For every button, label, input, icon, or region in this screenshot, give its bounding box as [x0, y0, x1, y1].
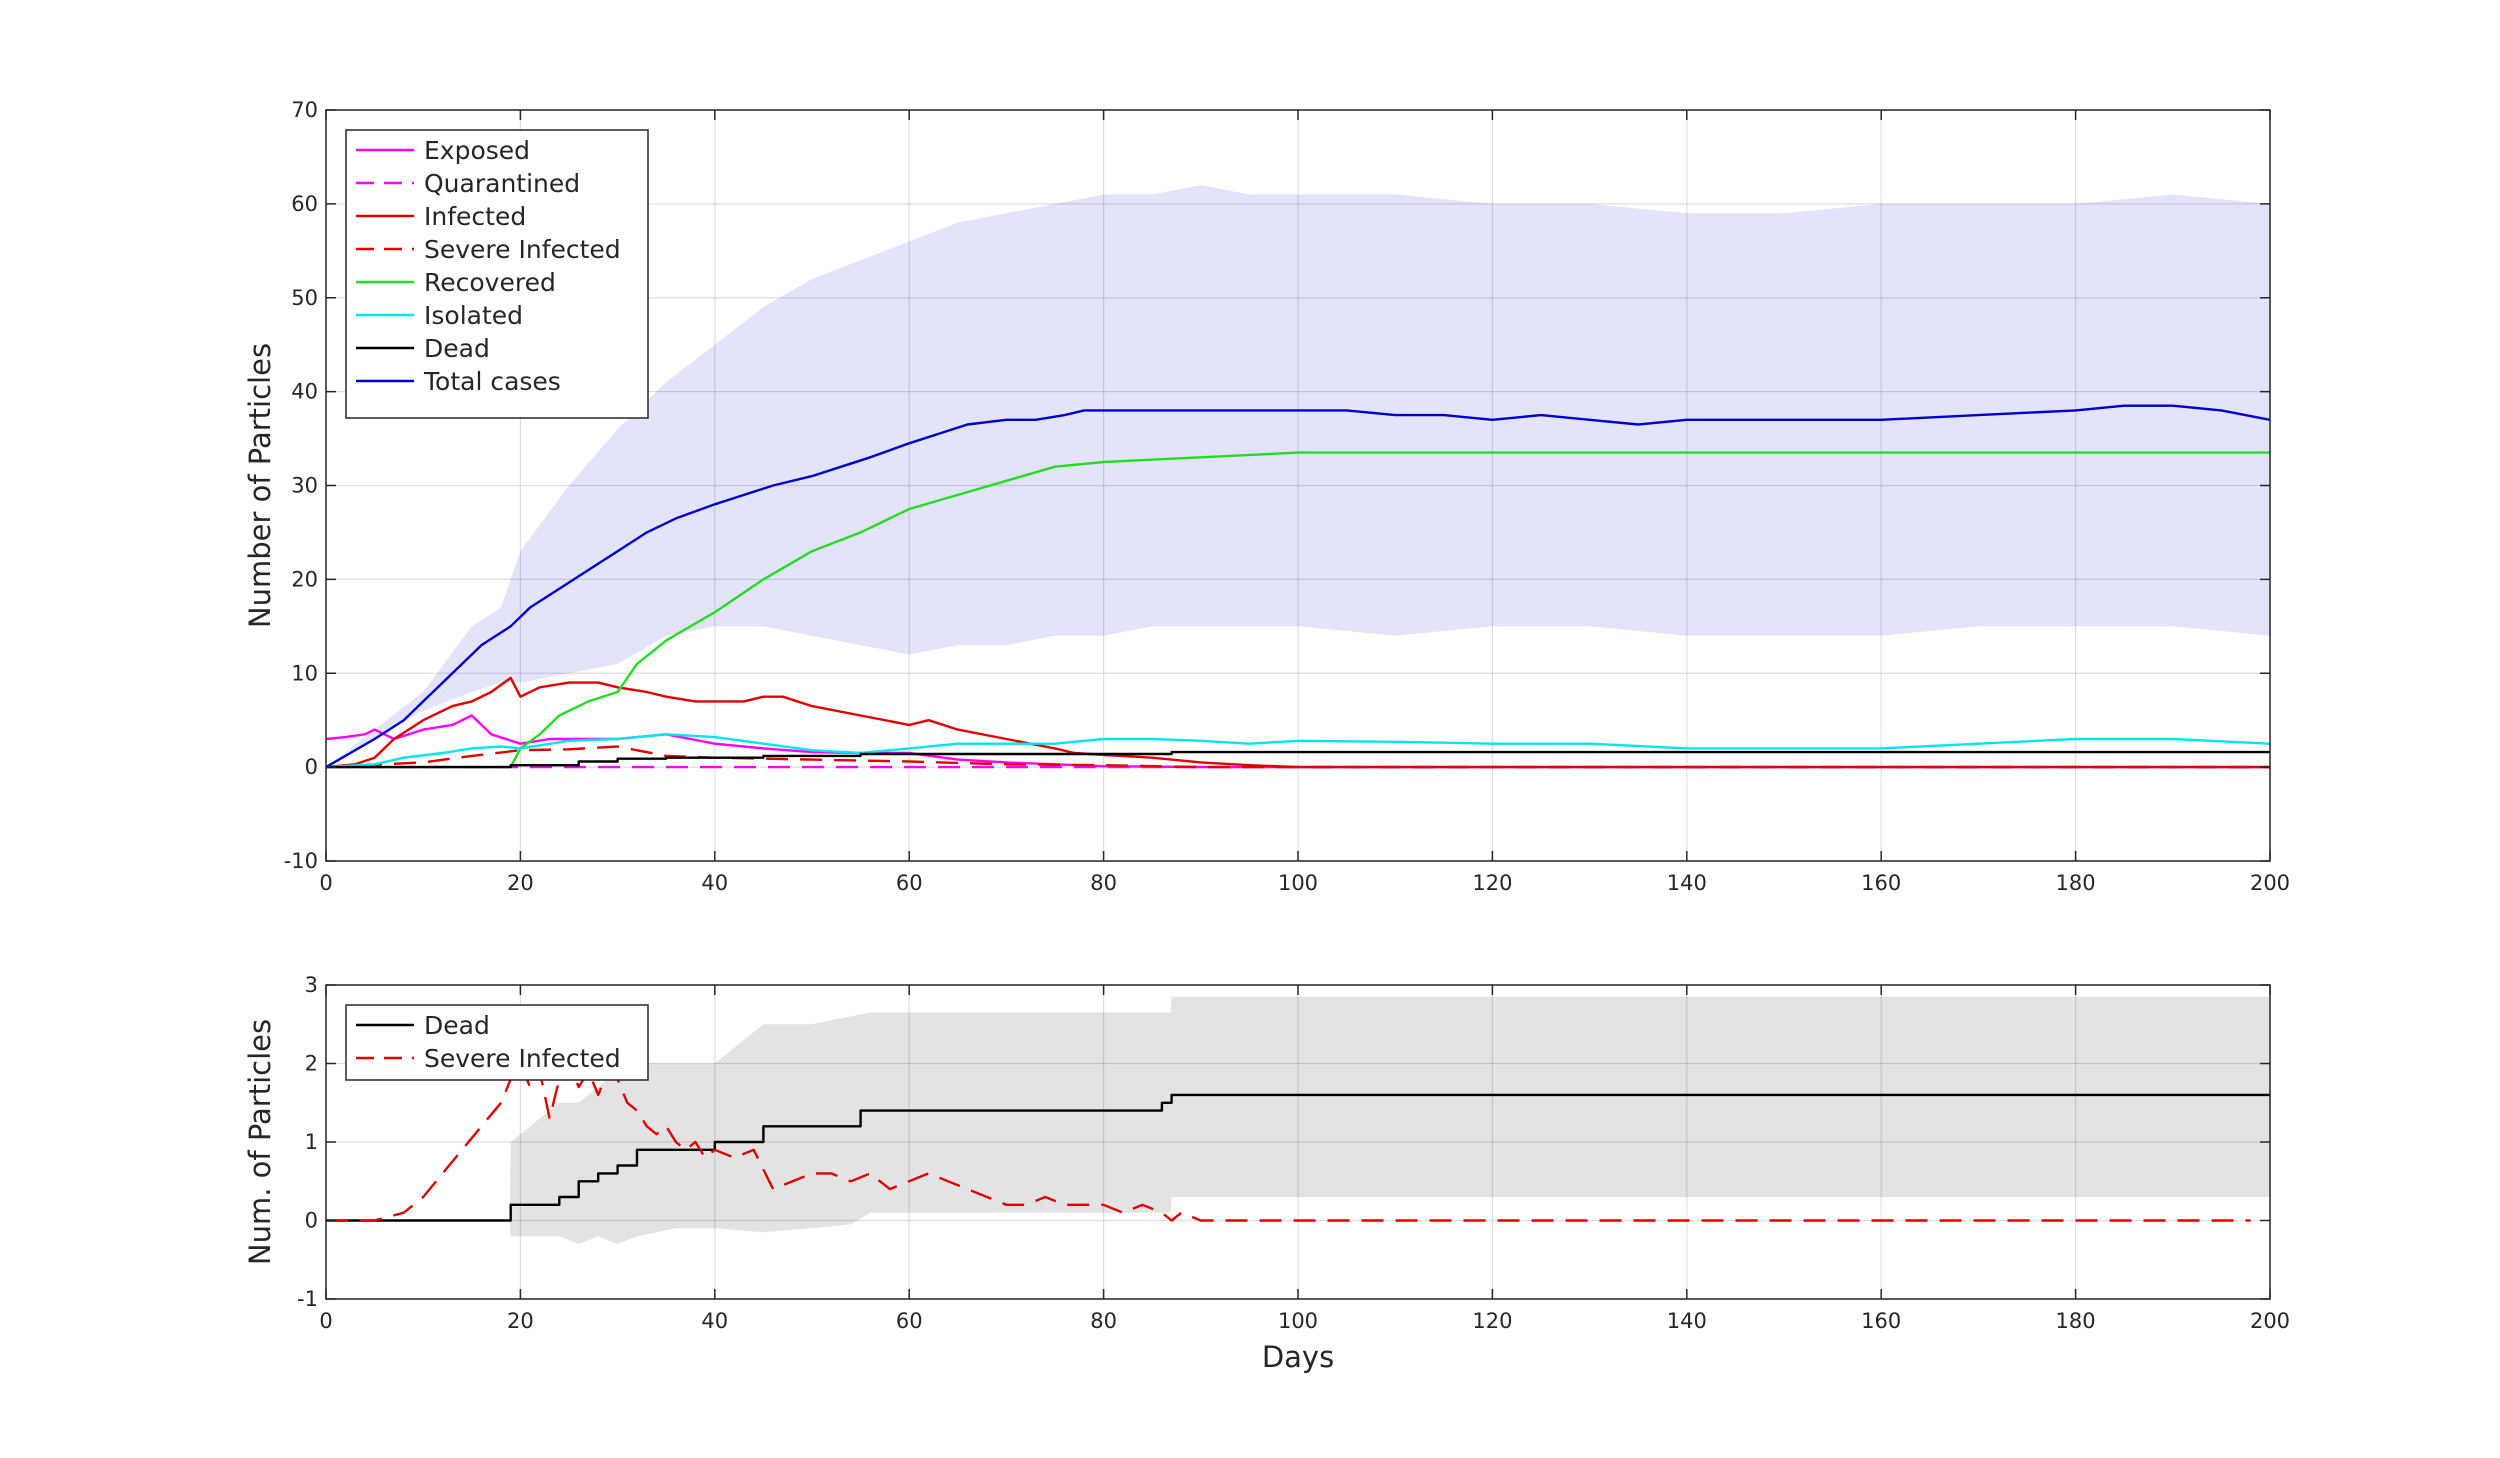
x-tick-label: 60	[896, 871, 923, 895]
x-tick-label: 180	[2056, 1309, 2096, 1333]
y-tick-label: 60	[291, 192, 318, 216]
confidence-band	[326, 185, 2270, 768]
series-line-total-cases	[326, 404, 2270, 769]
legend-entry: Severe Infected	[424, 1044, 621, 1073]
series-group	[326, 404, 2270, 769]
y-tick-label: 2	[305, 1052, 318, 1076]
x-tick-label: 200	[2250, 871, 2290, 895]
y-tick-label: 40	[291, 380, 318, 404]
y-tick-label: 30	[291, 474, 318, 498]
legend: Exposed Quarantined Infected Severe Infecte…	[345, 129, 649, 419]
x-tick-label: 60	[896, 1309, 923, 1333]
x-tick-label: 100	[1278, 871, 1318, 895]
x-tick-label: 160	[1861, 1309, 1901, 1333]
chart-panel-1: 0 20 40 60 80 100 120 140 160 180 200-100102030405…	[243, 98, 2290, 895]
legend-entry: Isolated	[424, 301, 523, 330]
x-tick-label: 20	[507, 1309, 534, 1333]
x-tick-label: 200	[2250, 1309, 2290, 1333]
y-tick-label: 1	[305, 1130, 318, 1154]
x-tick-label: 160	[1861, 871, 1901, 895]
legend-entry: Exposed	[424, 136, 530, 165]
x-tick-label: 120	[1472, 1309, 1512, 1333]
y-axis-label: Num. of Particles	[243, 1019, 277, 1265]
legend-entry: Dead	[424, 334, 490, 363]
y-tick-label: -10	[284, 849, 318, 873]
y-tick-label: 70	[291, 98, 318, 122]
x-tick-label: 140	[1667, 1309, 1707, 1333]
x-tick-label: 40	[701, 1309, 728, 1333]
x-axis-label: Days	[1262, 1340, 1334, 1374]
legend-entry: Infected	[424, 202, 526, 231]
legend-entry: Dead	[424, 1011, 490, 1040]
x-tick-label: 80	[1090, 871, 1117, 895]
confidence-band	[326, 996, 2270, 1244]
x-tick-label: 20	[507, 871, 534, 895]
legend-entry: Quarantined	[424, 169, 580, 198]
y-tick-label: 0	[305, 1209, 318, 1233]
legend: Dead Severe Infected	[345, 1004, 649, 1081]
y-tick-label: 20	[291, 567, 318, 591]
x-tick-label: 120	[1472, 871, 1512, 895]
legend-entry: Recovered	[424, 268, 556, 297]
y-tick-label: -1	[297, 1287, 318, 1311]
x-tick-label: 0	[319, 1309, 332, 1333]
x-tick-label: 180	[2056, 871, 2096, 895]
x-tick-label: 40	[701, 871, 728, 895]
x-tick-label: 100	[1278, 1309, 1318, 1333]
y-tick-label: 0	[305, 755, 318, 779]
y-tick-label: 50	[291, 286, 318, 310]
legend-entry: Severe Infected	[424, 235, 621, 264]
legend-box	[345, 1004, 649, 1081]
y-tick-label: 10	[291, 661, 318, 685]
y-tick-label: 3	[305, 973, 318, 997]
series-line-isolated	[326, 733, 2270, 769]
series-line-dead	[326, 750, 2270, 769]
legend-box	[345, 129, 649, 419]
legend-entry: Total cases	[423, 367, 561, 396]
series-line-recovered	[326, 451, 2270, 769]
x-tick-label: 0	[319, 871, 332, 895]
x-tick-label: 140	[1667, 871, 1707, 895]
x-tick-label: 80	[1090, 1309, 1117, 1333]
y-axis-label: Number of Particles	[243, 343, 277, 628]
